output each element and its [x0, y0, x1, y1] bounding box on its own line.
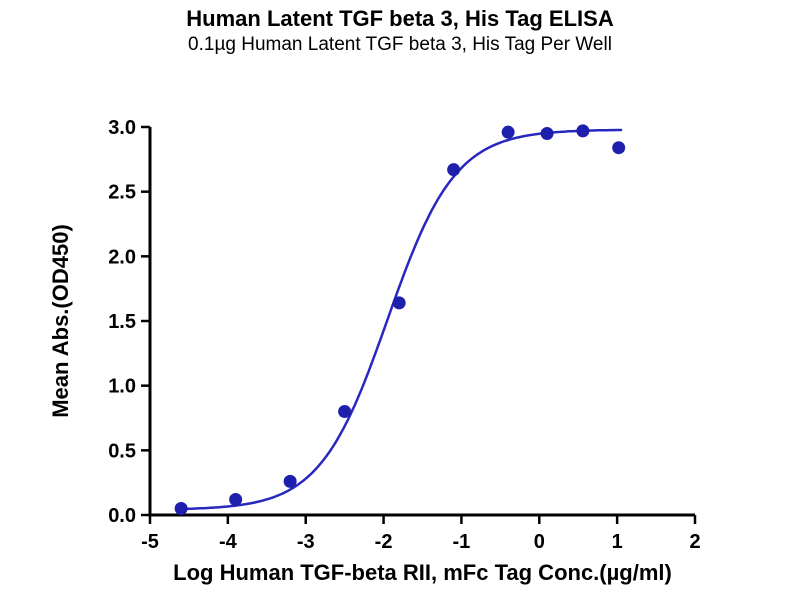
- data-point: [392, 296, 406, 310]
- chart-subtitle: 0.1µg Human Latent TGF beta 3, His Tag P…: [188, 34, 612, 55]
- chart-title: Human Latent TGF beta 3, His Tag ELISA: [186, 6, 614, 31]
- data-point: [283, 474, 297, 488]
- x-tick-label: -4: [219, 531, 238, 553]
- fit-curve: [178, 128, 623, 511]
- data-point: [447, 163, 461, 177]
- data-point: [229, 492, 243, 506]
- y-tick-label: 2.0: [108, 246, 136, 268]
- y-tick-label: 2.5: [108, 182, 136, 204]
- x-tick-label: 2: [689, 531, 700, 553]
- x-tick-label: 1: [612, 531, 623, 553]
- x-tick-label: -3: [297, 531, 315, 553]
- y-tick-label: 1.5: [108, 311, 136, 333]
- data-point: [338, 405, 352, 419]
- x-tick-label: -1: [453, 531, 471, 553]
- y-tick-label: 1.0: [108, 376, 136, 398]
- x-tick-label: 0: [534, 531, 545, 553]
- y-tick-label: 0.5: [108, 440, 136, 462]
- y-axis-title: Mean Abs.(OD450): [48, 224, 73, 418]
- data-point: [576, 124, 590, 138]
- y-tick-label: 0.0: [108, 505, 136, 527]
- data-point: [174, 502, 188, 516]
- data-point: [612, 141, 626, 155]
- x-axis-title: Log Human TGF-beta RII, mFc Tag Conc.(µg…: [173, 560, 672, 585]
- data-point: [501, 125, 515, 139]
- x-tick-label: -2: [375, 531, 393, 553]
- data-point: [540, 126, 554, 140]
- x-tick-label: -5: [141, 531, 159, 553]
- y-tick-label: 3.0: [108, 117, 136, 139]
